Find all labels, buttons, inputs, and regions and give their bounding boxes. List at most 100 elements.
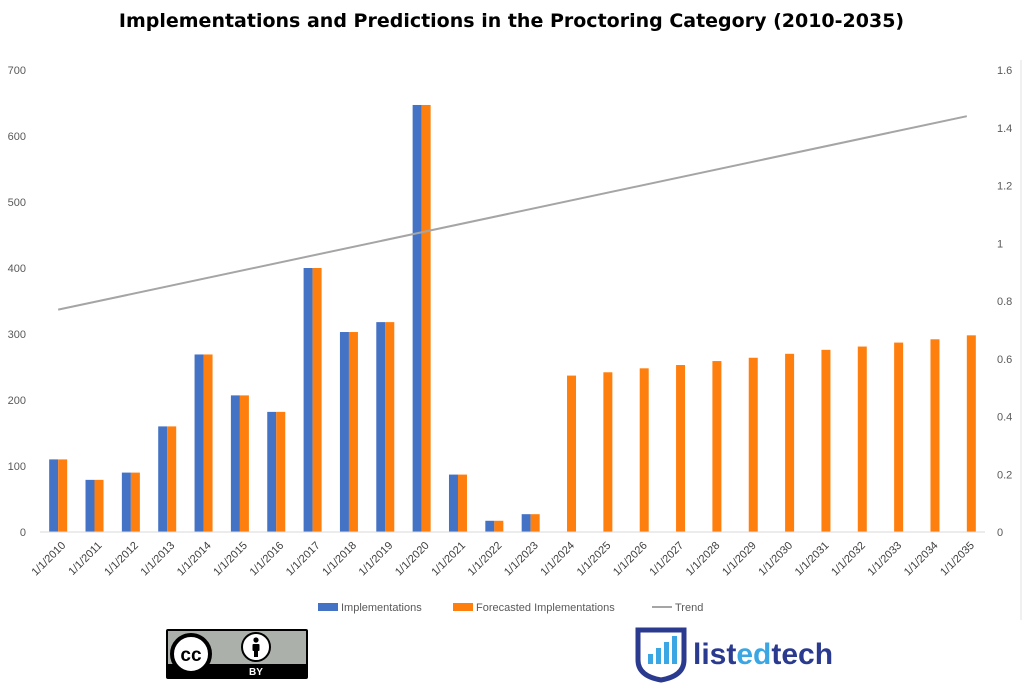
bar-implementations xyxy=(448,474,458,532)
x-tick-label: 1/1/2013 xyxy=(139,540,178,579)
bar-forecasted xyxy=(748,357,758,532)
bar-implementations xyxy=(303,268,313,532)
bar-forecasted xyxy=(457,474,467,532)
y-right-tick-label: 1.6 xyxy=(997,65,1012,77)
bar-forecasted xyxy=(167,426,177,532)
bar-forecasted xyxy=(894,342,904,532)
x-tick-label: 1/1/2023 xyxy=(502,540,541,579)
bar-implementations xyxy=(267,411,277,532)
bar-forecasted xyxy=(58,459,68,532)
x-tick-label: 1/1/2012 xyxy=(102,540,141,579)
bar-forecasted xyxy=(530,514,540,532)
bar-chart-shield-icon xyxy=(635,627,687,683)
bar-forecasted xyxy=(94,479,104,532)
bar-implementations xyxy=(485,520,495,532)
listedtech-wordmark: listedtech xyxy=(693,638,833,671)
bar-forecasted xyxy=(385,322,395,532)
legend-label: Implementations xyxy=(341,602,422,614)
bar-forecasted xyxy=(312,268,322,532)
x-tick-label: 1/1/2029 xyxy=(720,540,759,579)
cc-by-label: BY xyxy=(249,667,263,678)
y-right-tick-label: 1.2 xyxy=(997,181,1012,193)
y-right-tick-label: 0.6 xyxy=(997,354,1012,366)
y-left-tick-label: 100 xyxy=(8,461,26,473)
bar-implementations xyxy=(194,354,204,532)
legend-label: Trend xyxy=(675,602,703,614)
y-right-tick-label: 1 xyxy=(997,238,1003,250)
x-tick-label: 1/1/2017 xyxy=(284,540,323,579)
y-left-tick-label: 500 xyxy=(8,197,26,209)
bar-forecasted xyxy=(203,354,213,532)
x-tick-label: 1/1/2024 xyxy=(538,540,577,579)
x-tick-label: 1/1/2025 xyxy=(575,540,614,579)
legend-swatch xyxy=(453,603,473,611)
cc-by-badge: cc BY xyxy=(166,629,308,679)
bar-forecasted xyxy=(821,349,831,532)
legend-swatch xyxy=(318,603,338,611)
trend-line xyxy=(57,115,968,311)
x-tick-label: 1/1/2027 xyxy=(647,540,686,579)
x-tick-label: 1/1/2011 xyxy=(66,540,104,578)
bar-forecasted xyxy=(494,520,504,532)
x-tick-label: 1/1/2015 xyxy=(211,540,250,579)
bar-forecasted xyxy=(567,375,577,532)
bar-forecasted xyxy=(421,104,431,532)
y-left-tick-label: 300 xyxy=(8,329,26,341)
chart-title: Implementations and Predictions in the P… xyxy=(118,10,905,32)
trend-line-group xyxy=(57,115,968,311)
bar-forecasted xyxy=(857,346,867,532)
x-tick-label: 1/1/2030 xyxy=(756,540,795,579)
x-tick-label: 1/1/2022 xyxy=(466,540,505,579)
bars xyxy=(49,104,976,532)
bar-implementations xyxy=(376,322,386,532)
person-icon xyxy=(241,632,271,662)
x-ticks: 1/1/20101/1/20111/1/20121/1/20131/1/2014… xyxy=(30,540,977,579)
y-right-tick-label: 1.4 xyxy=(997,123,1012,135)
y-left-tick-label: 700 xyxy=(8,65,26,77)
bar-implementations xyxy=(121,472,131,532)
x-tick-label: 1/1/2035 xyxy=(938,540,977,579)
bar-forecasted xyxy=(930,339,940,532)
bar-implementations xyxy=(49,459,59,532)
bar-implementations xyxy=(412,104,422,532)
bar-implementations xyxy=(521,514,531,532)
bar-forecasted xyxy=(966,335,976,532)
bar-forecasted xyxy=(712,361,722,532)
x-tick-label: 1/1/2031 xyxy=(793,540,832,579)
bar-implementations xyxy=(230,395,240,532)
x-tick-label: 1/1/2014 xyxy=(175,540,214,579)
y-right-tick-label: 0.8 xyxy=(997,296,1012,308)
listedtech-prefix: list xyxy=(693,638,736,671)
bar-implementations xyxy=(85,479,95,532)
listedtech-suffix: tech xyxy=(771,638,833,671)
y-left-tick-label: 0 xyxy=(20,527,26,539)
legend: Implementations Forecasted Implementation… xyxy=(318,602,703,614)
x-tick-label: 1/1/2018 xyxy=(320,540,359,579)
right-axis: 0 0.2 0.4 0.6 0.8 1 1.2 1.4 1.6 xyxy=(997,65,1012,539)
y-left-tick-label: 400 xyxy=(8,263,26,275)
x-tick-label: 1/1/2010 xyxy=(30,540,69,579)
svg-text:cc: cc xyxy=(180,645,202,666)
y-left-tick-label: 600 xyxy=(8,131,26,143)
bar-forecasted xyxy=(639,368,649,532)
x-tick-label: 1/1/2026 xyxy=(611,540,650,579)
legend-label: Forecasted Implementations xyxy=(476,602,615,614)
bar-implementations xyxy=(339,332,349,532)
bar-implementations xyxy=(158,426,168,532)
bar-forecasted xyxy=(676,365,686,532)
bar-forecasted xyxy=(785,353,795,532)
x-tick-label: 1/1/2016 xyxy=(248,540,287,579)
x-tick-label: 1/1/2033 xyxy=(865,540,904,579)
x-tick-label: 1/1/2020 xyxy=(393,540,432,579)
y-right-tick-label: 0.4 xyxy=(997,412,1012,424)
bar-forecasted xyxy=(239,395,249,532)
bar-forecasted xyxy=(603,372,613,532)
bar-forecasted xyxy=(276,411,286,532)
cc-icon: cc xyxy=(170,633,212,675)
x-tick-label: 1/1/2019 xyxy=(357,540,396,579)
listedtech-logo: listedtech xyxy=(635,627,833,683)
bar-forecasted xyxy=(130,472,140,532)
x-tick-label: 1/1/2021 xyxy=(429,540,468,579)
left-axis: 0 100 200 300 400 500 600 700 xyxy=(8,65,26,539)
